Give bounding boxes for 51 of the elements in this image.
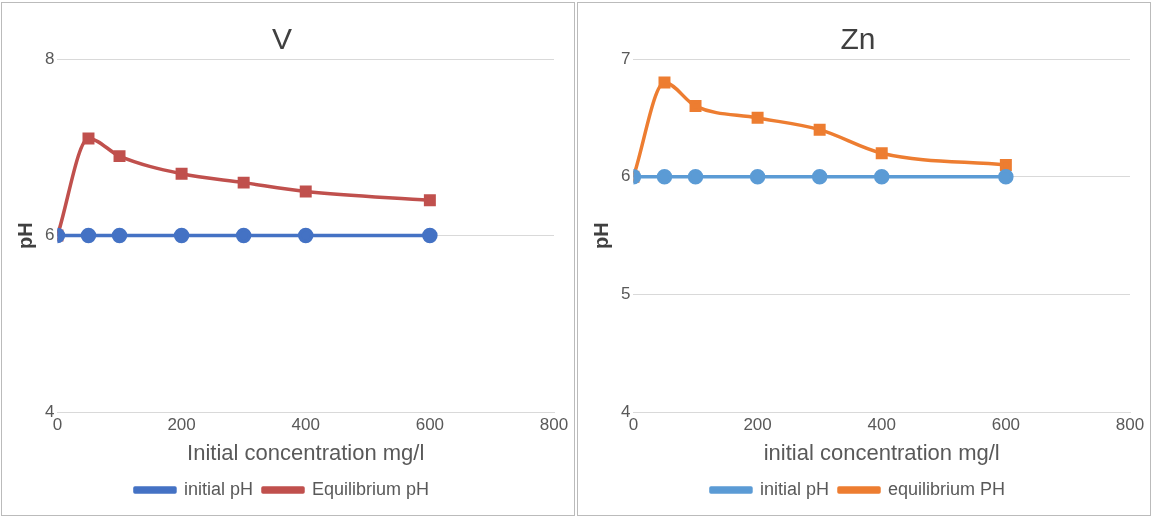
point — [813, 123, 826, 136]
x-tick-label: 200 — [167, 415, 196, 435]
x-tick-label: 400 — [291, 415, 320, 435]
y-axis-title: pH — [589, 222, 612, 249]
point — [658, 76, 671, 89]
point — [999, 158, 1012, 171]
point — [235, 227, 252, 244]
point — [875, 147, 888, 160]
y-tick-label: 6 — [44, 225, 55, 245]
y-tick-label: 4 — [620, 401, 631, 421]
chart-title: Zn — [840, 22, 876, 56]
x-axis-title: Initial concentration mg/l — [187, 439, 425, 465]
point — [422, 227, 438, 244]
y-tick-label: 7 — [620, 48, 631, 68]
point — [175, 167, 188, 180]
point — [111, 227, 128, 244]
legend-label: initial pH — [759, 478, 829, 499]
x-tick-label: 200 — [743, 415, 772, 435]
point — [687, 168, 704, 185]
point — [82, 132, 95, 145]
x-tick-label: 0 — [52, 415, 63, 435]
point — [423, 194, 436, 207]
point — [299, 185, 312, 198]
point — [811, 168, 828, 185]
x-tick-label: 600 — [991, 415, 1021, 435]
x-tick-label: 400 — [867, 415, 896, 435]
legend-label: Equilibrium pH — [311, 478, 430, 499]
point — [689, 100, 702, 113]
point — [237, 176, 250, 189]
legend-label: initial pH — [183, 478, 253, 499]
point — [80, 227, 97, 244]
y-tick-label: 5 — [620, 284, 631, 304]
legend-label: equilibrium PH — [887, 478, 1006, 499]
point — [751, 111, 764, 124]
point — [998, 168, 1014, 185]
point — [873, 168, 890, 185]
y-tick-label: 8 — [44, 48, 55, 68]
y-tick-label: 4 — [44, 401, 55, 421]
y-tick-label: 6 — [620, 166, 631, 186]
x-tick-label: 0 — [628, 415, 639, 435]
x-tick-label: 800 — [1115, 415, 1145, 435]
x-axis-title: initial concentration mg/l — [763, 439, 1000, 465]
point — [749, 168, 766, 185]
y-axis-title: pH — [13, 222, 36, 249]
point — [113, 150, 126, 163]
x-tick-label: 800 — [539, 415, 569, 435]
point — [297, 227, 314, 244]
point — [656, 168, 673, 185]
point — [173, 227, 190, 244]
x-tick-label: 600 — [415, 415, 445, 435]
chart-title: V — [271, 22, 293, 56]
